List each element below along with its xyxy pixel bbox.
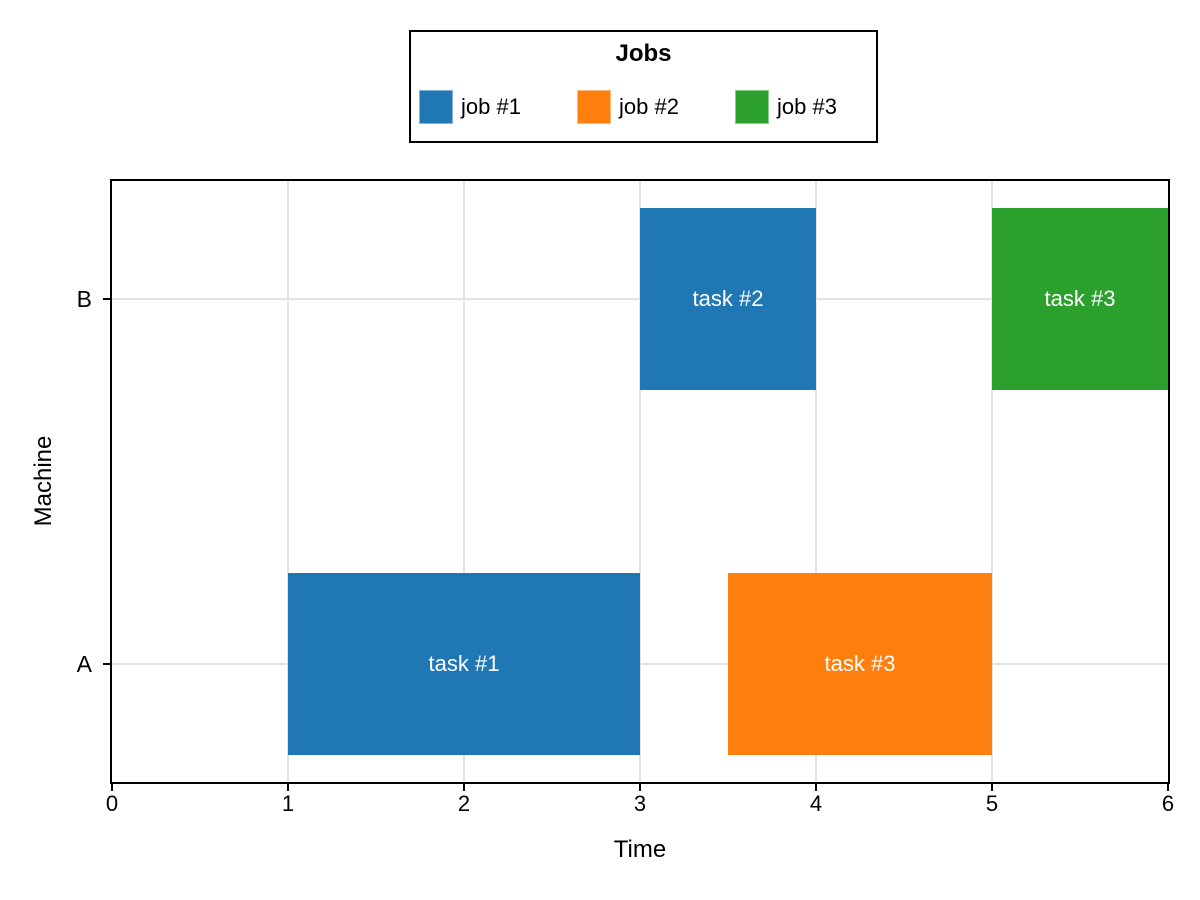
task-bar: task #2 xyxy=(640,208,816,391)
legend-color-swatch xyxy=(735,90,769,124)
x-axis-label: Time xyxy=(613,836,667,863)
gridline-horizontal xyxy=(112,663,1168,665)
gridline-vertical xyxy=(463,181,465,782)
x-tick-label: 5 xyxy=(985,791,999,816)
gridline-vertical xyxy=(815,181,817,782)
y-tick xyxy=(103,662,112,665)
x-tick-label: 2 xyxy=(457,791,471,816)
gridline-vertical xyxy=(991,181,993,782)
task-bar-label: task #2 xyxy=(692,286,764,312)
gridline-vertical xyxy=(287,181,289,782)
x-tick-label: 1 xyxy=(281,791,295,816)
task-bar-label: task #3 xyxy=(1044,286,1116,312)
x-tick xyxy=(991,782,993,791)
x-tick-label: 4 xyxy=(809,791,823,816)
gridline-vertical xyxy=(639,181,641,782)
x-tick-label: 0 xyxy=(105,791,119,816)
task-bar-label: task #1 xyxy=(428,650,500,676)
legend: Jobs job #1 job #2 job #3 xyxy=(409,30,878,143)
x-tick-label: 3 xyxy=(633,791,647,816)
y-axis-label: Machine xyxy=(30,435,57,527)
x-tick xyxy=(815,782,817,791)
legend-entry-label: job #1 xyxy=(461,94,521,119)
x-tick xyxy=(463,782,465,791)
plot-area: task #1 task #3 task #2 task #3 xyxy=(110,179,1170,784)
legend-title: Jobs xyxy=(615,40,672,67)
y-tick-label: A xyxy=(76,650,92,677)
legend-entry: job #3 xyxy=(735,90,869,124)
legend-entry: job #2 xyxy=(577,90,711,124)
legend-entries: job #1 job #2 job #3 xyxy=(411,90,876,124)
legend-color-swatch xyxy=(577,90,611,124)
task-bar-label: task #3 xyxy=(824,650,896,676)
task-bar: task #3 xyxy=(992,208,1168,391)
y-tick xyxy=(103,298,112,301)
legend-color-swatch xyxy=(419,90,453,124)
legend-entry-label: job #3 xyxy=(777,94,837,119)
task-bar: task #3 xyxy=(728,572,992,755)
x-tick xyxy=(1167,782,1169,791)
x-tick-label: 6 xyxy=(1161,791,1175,816)
y-tick-label: B xyxy=(76,286,92,313)
legend-entry: job #1 xyxy=(419,90,553,124)
x-tick xyxy=(111,782,113,791)
x-tick xyxy=(287,782,289,791)
task-bar: task #1 xyxy=(288,572,640,755)
legend-entry-label: job #2 xyxy=(619,94,679,119)
x-tick xyxy=(639,782,641,791)
